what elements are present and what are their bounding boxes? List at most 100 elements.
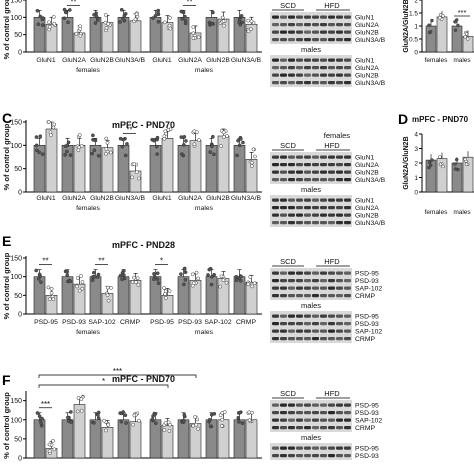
blot-band — [320, 163, 327, 167]
data-point — [96, 416, 101, 420]
data-point — [77, 288, 82, 293]
data-point — [121, 410, 126, 414]
data-point — [35, 411, 40, 415]
blot-band — [328, 411, 335, 415]
blot-band — [336, 81, 343, 85]
blot-band — [272, 446, 279, 450]
bar-B-3-hfd — [129, 20, 142, 53]
blot-band — [288, 155, 295, 159]
category-label-C: GluN2B — [206, 195, 230, 202]
blot-band — [320, 454, 327, 458]
blot-band — [304, 81, 311, 85]
blot-band — [336, 221, 343, 225]
data-point — [150, 417, 155, 422]
blot-band — [320, 329, 327, 333]
data-point — [90, 151, 95, 156]
data-point — [68, 279, 73, 284]
data-point — [438, 162, 443, 167]
data-point — [51, 297, 56, 302]
data-point — [192, 142, 197, 147]
blot-row-label: GluN2B — [355, 170, 379, 177]
bar-F-5-scd — [177, 419, 190, 459]
data-point — [74, 31, 79, 36]
bar-B-0-hfd — [45, 23, 58, 53]
blot-group-scd: SCD — [280, 257, 296, 266]
blot-band — [320, 198, 327, 202]
blot-band — [328, 426, 335, 430]
blot-band — [312, 73, 319, 77]
blot-band — [312, 418, 319, 422]
blot-band — [272, 294, 279, 298]
blot-band — [336, 446, 343, 450]
blot-band — [288, 221, 295, 225]
blot-band — [288, 38, 295, 42]
blot-band — [312, 337, 319, 341]
data-point — [427, 160, 432, 164]
blot-band — [304, 73, 311, 77]
blot-band — [272, 155, 279, 159]
panel-letter-F: F — [2, 372, 11, 388]
y-tick-label-B: 100 — [10, 15, 22, 22]
blot-band — [296, 454, 303, 458]
data-point — [182, 143, 186, 147]
y-tick-label-F: 50 — [14, 436, 22, 443]
ratio-y-tick-label: 1 — [414, 24, 418, 31]
data-point — [454, 157, 459, 162]
blot-band — [272, 322, 279, 326]
blot-band — [272, 286, 279, 290]
ratio-y-tick-label: 2 — [414, 161, 418, 168]
blot-band — [280, 337, 287, 341]
blot-band — [296, 286, 303, 290]
blot-band — [304, 446, 311, 450]
data-point — [179, 272, 183, 276]
data-point — [182, 14, 187, 19]
blot-band — [296, 81, 303, 85]
blot-band — [280, 446, 287, 450]
data-point — [191, 36, 196, 40]
data-point — [220, 15, 225, 20]
data-point — [464, 162, 469, 167]
blot-band — [320, 155, 327, 159]
blot-row-label: GluN3A/B — [355, 80, 386, 87]
ratio-y-tick-label: 0 — [414, 190, 418, 197]
blot-band — [344, 163, 351, 167]
data-point — [453, 20, 457, 24]
data-point — [67, 8, 72, 12]
bar-F-4-scd — [149, 419, 162, 459]
blot-band — [336, 286, 343, 290]
y-tick-label-B: 150 — [10, 0, 22, 5]
blot-band — [336, 66, 343, 70]
blot-band — [344, 411, 351, 415]
data-point — [167, 289, 172, 293]
blot-band — [272, 329, 279, 333]
data-point — [75, 284, 79, 289]
ratio-y-tick-label: 1.5 — [409, 11, 418, 18]
blot-band — [344, 178, 351, 182]
sex-label-males-B: males — [195, 67, 214, 74]
blot-band — [304, 23, 311, 27]
ratio-category-label: females — [425, 57, 449, 64]
data-point — [182, 267, 187, 271]
blot-row-label: PSD-93 — [355, 321, 379, 328]
blot-band — [336, 411, 343, 415]
data-point — [65, 149, 69, 154]
blot-band — [304, 418, 311, 422]
blot-band — [280, 66, 287, 70]
blot-band — [320, 38, 327, 42]
data-point — [75, 409, 80, 414]
data-point — [162, 286, 166, 290]
blot-band — [344, 155, 351, 159]
category-label-E: CRMP — [120, 319, 140, 326]
blot-band — [296, 73, 303, 77]
blot-band — [304, 206, 311, 210]
blot-band — [328, 58, 335, 62]
data-point — [46, 120, 51, 124]
data-point — [208, 150, 213, 154]
blot-band — [320, 314, 327, 318]
blot-band — [328, 418, 335, 422]
blot-band — [320, 66, 327, 70]
significance-stars: ** — [126, 125, 132, 134]
significance-stars: * — [102, 377, 105, 386]
blot-row-label: GluN2A — [355, 205, 379, 212]
